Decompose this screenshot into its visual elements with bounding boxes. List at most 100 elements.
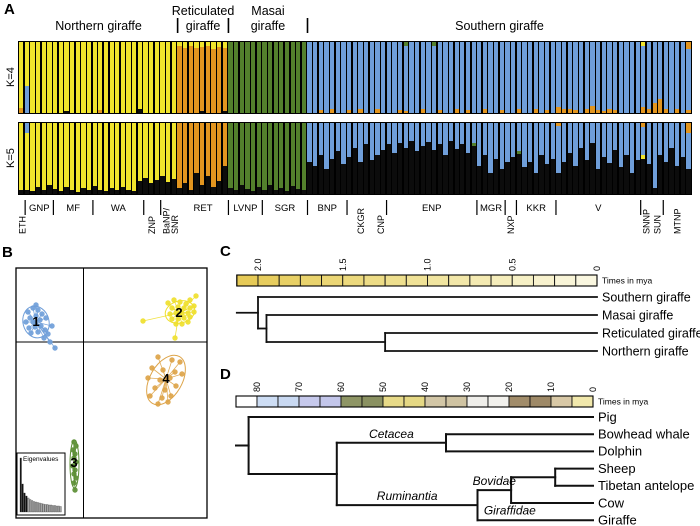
admixture-bar [284, 123, 290, 194]
admixture-bar [228, 123, 233, 194]
ancestry-segment [646, 109, 652, 113]
ancestry-segment [103, 123, 109, 192]
timescale-segment [529, 395, 552, 408]
ancestry-segment [595, 169, 601, 194]
ancestry-segment [539, 42, 544, 113]
timescale-segment [256, 395, 279, 408]
admixture-bar [183, 123, 188, 194]
admixture-bar [533, 123, 538, 194]
data-point [159, 395, 165, 401]
admixture-bar [550, 123, 555, 194]
admixture-bar [601, 42, 606, 113]
ancestry-segment [595, 123, 601, 170]
ancestry-segment [499, 110, 505, 113]
ancestry-segment [228, 42, 233, 113]
admixture-bar [47, 123, 52, 194]
admixture-bar [426, 123, 431, 194]
ancestry-segment [403, 42, 408, 46]
ancestry-segment [69, 189, 75, 194]
ancestry-segment [132, 191, 137, 194]
ancestry-segment [256, 186, 261, 194]
ancestry-segment [313, 123, 318, 166]
ancestry-segment [301, 42, 307, 113]
admixture-bar [98, 42, 103, 113]
ancestry-segment [641, 154, 646, 159]
ancestry-segment [375, 109, 380, 113]
ancestry-segment [420, 42, 425, 110]
population-divider-tick [306, 200, 309, 215]
admixture-bar [494, 123, 499, 194]
ancestry-segment [381, 149, 386, 194]
data-point [173, 383, 179, 389]
data-point [41, 335, 47, 341]
ancestry-segment [86, 123, 92, 191]
spider-line [165, 359, 173, 380]
ancestry-segment [403, 110, 408, 113]
timescale-tick-label: 80 [252, 382, 262, 392]
ancestry-segment [471, 123, 476, 143]
ancestry-segment [641, 123, 646, 127]
ancestry-segment [663, 109, 669, 113]
timescale-segment [235, 395, 258, 408]
admixture-bar [132, 123, 137, 194]
timescale-tick-label: 1.5 [338, 258, 348, 271]
admixture-bar [115, 42, 120, 113]
ancestry-segment [607, 42, 612, 110]
admixture-bar [471, 42, 476, 113]
ancestry-segment [584, 42, 589, 109]
admixture-bar [347, 42, 352, 113]
ancestry-segment [188, 190, 193, 194]
spider-line [35, 321, 53, 327]
data-point [179, 310, 185, 316]
data-point [25, 309, 31, 315]
ancestry-segment [307, 123, 312, 163]
ancestry-segment [279, 42, 284, 113]
ancestry-segment [590, 42, 595, 106]
admixture-bar [330, 42, 335, 113]
admixture-bar [482, 123, 488, 194]
ancestry-segment [646, 123, 652, 165]
ancestry-segment [590, 123, 595, 143]
ancestry-segment [103, 42, 109, 113]
data-point [28, 330, 34, 336]
ancestry-segment [573, 165, 578, 194]
timescale-segment [490, 274, 513, 287]
ancestry-segment [109, 188, 114, 194]
ancestry-segment [19, 189, 24, 194]
ancestry-segment [403, 123, 408, 148]
ancestry-segment [216, 46, 222, 113]
ancestry-segment [607, 162, 612, 194]
admixture-bar [646, 42, 652, 113]
ancestry-segment [646, 42, 652, 110]
admixture-bar [352, 123, 357, 194]
timescale-segment [448, 274, 471, 287]
admixture-bar [296, 123, 301, 194]
ancestry-segment [397, 142, 403, 194]
admixture-bar [335, 42, 341, 113]
ancestry-segment [115, 123, 120, 191]
admixture-bar [381, 42, 386, 113]
timescale-segment [340, 395, 363, 408]
ancestry-segment [250, 42, 256, 113]
species-header: Northern giraffe [55, 19, 142, 33]
admixture-bar [239, 42, 244, 113]
timescale-segment [257, 274, 280, 287]
data-point [155, 401, 161, 407]
admixture-bar [539, 42, 544, 113]
ancestry-segment [267, 123, 273, 185]
admixture-bar [222, 42, 227, 113]
admixture-bar [414, 123, 420, 194]
data-point [43, 315, 49, 321]
taxon-label: Reticulated giraffe [602, 326, 700, 340]
timescale-frame [235, 395, 594, 408]
population-divider-tick [143, 200, 145, 215]
ancestry-segment [194, 48, 199, 113]
plot-frame [15, 267, 208, 519]
spider-line [35, 321, 45, 339]
ancestry-segment [590, 105, 595, 113]
cluster-ellipse [146, 354, 186, 406]
ancestry-segment [443, 42, 448, 113]
ancestry-segment [392, 123, 397, 153]
ancestry-segment [160, 176, 165, 194]
